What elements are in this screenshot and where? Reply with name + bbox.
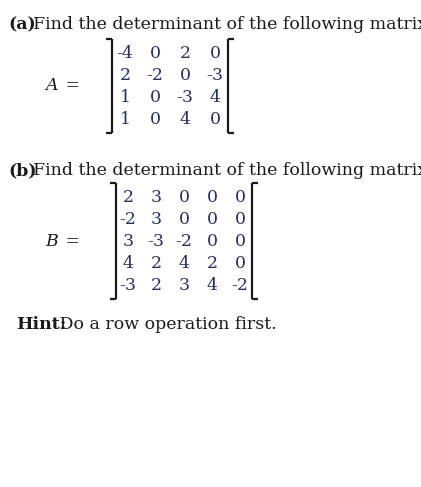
- Text: 4: 4: [123, 255, 133, 271]
- Text: Hint:: Hint:: [16, 316, 66, 333]
- Text: -2: -2: [147, 67, 163, 83]
- Text: 2: 2: [150, 277, 162, 294]
- Text: -2: -2: [232, 277, 248, 294]
- Text: =: =: [60, 77, 80, 94]
- Text: (b): (b): [8, 162, 37, 179]
- Text: 2: 2: [179, 44, 191, 61]
- Text: 0: 0: [234, 255, 245, 271]
- Text: 4: 4: [210, 89, 221, 106]
- Text: Find the determinant of the following matrix.: Find the determinant of the following ma…: [33, 16, 421, 33]
- Text: 0: 0: [234, 188, 245, 206]
- Text: 3: 3: [179, 277, 189, 294]
- Text: -3: -3: [120, 277, 136, 294]
- Text: 4: 4: [179, 111, 190, 128]
- Text: 0: 0: [210, 44, 221, 61]
- Text: 2: 2: [123, 188, 133, 206]
- Text: 0: 0: [179, 67, 190, 83]
- Text: -3: -3: [206, 67, 224, 83]
- Text: 2: 2: [120, 67, 131, 83]
- Text: -2: -2: [120, 210, 136, 227]
- Text: 0: 0: [149, 44, 160, 61]
- Text: (a): (a): [8, 16, 36, 33]
- Text: 1: 1: [120, 111, 131, 128]
- Text: 0: 0: [206, 210, 218, 227]
- Text: Do a row operation first.: Do a row operation first.: [54, 316, 277, 333]
- Text: 0: 0: [234, 232, 245, 249]
- Text: 0: 0: [149, 89, 160, 106]
- Text: B: B: [45, 232, 58, 249]
- Text: =: =: [60, 232, 80, 249]
- Text: A: A: [45, 77, 58, 94]
- Text: 2: 2: [150, 255, 162, 271]
- Text: 4: 4: [206, 277, 218, 294]
- Text: 3: 3: [150, 210, 162, 227]
- Text: 0: 0: [210, 111, 221, 128]
- Text: 1: 1: [120, 89, 131, 106]
- Text: Find the determinant of the following matrix.: Find the determinant of the following ma…: [33, 162, 421, 179]
- Text: 3: 3: [150, 188, 162, 206]
- Text: 0: 0: [149, 111, 160, 128]
- Text: 0: 0: [179, 210, 189, 227]
- Text: 0: 0: [234, 210, 245, 227]
- Text: -2: -2: [176, 232, 192, 249]
- Text: 3: 3: [123, 232, 133, 249]
- Text: -3: -3: [147, 232, 165, 249]
- Text: 0: 0: [179, 188, 189, 206]
- Text: -3: -3: [176, 89, 194, 106]
- Text: 0: 0: [206, 232, 218, 249]
- Text: -4: -4: [117, 44, 133, 61]
- Text: 2: 2: [206, 255, 218, 271]
- Text: 4: 4: [179, 255, 189, 271]
- Text: 0: 0: [206, 188, 218, 206]
